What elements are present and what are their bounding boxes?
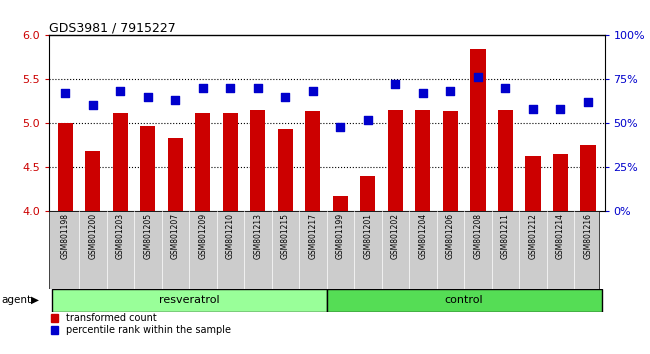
Bar <box>223 113 238 211</box>
Text: GSM801217: GSM801217 <box>308 213 317 259</box>
Point <box>280 94 291 99</box>
Text: GSM801199: GSM801199 <box>336 213 345 259</box>
Point <box>115 88 125 94</box>
Bar <box>471 48 486 211</box>
Point <box>555 106 566 112</box>
Text: GSM801200: GSM801200 <box>88 213 98 259</box>
Bar <box>333 196 348 211</box>
Bar <box>278 129 293 211</box>
Text: GSM801204: GSM801204 <box>419 213 428 259</box>
Text: GSM801208: GSM801208 <box>473 213 482 259</box>
Point <box>307 88 318 94</box>
Point <box>445 88 456 94</box>
Text: GSM801203: GSM801203 <box>116 213 125 259</box>
Bar <box>360 176 376 211</box>
Text: GSM801211: GSM801211 <box>501 213 510 259</box>
Bar <box>415 110 430 211</box>
Bar <box>58 123 73 211</box>
Point <box>418 90 428 96</box>
Text: GSM801212: GSM801212 <box>528 213 538 259</box>
Point <box>335 124 346 129</box>
Bar <box>525 156 541 211</box>
Point <box>500 85 511 91</box>
Text: resveratrol: resveratrol <box>159 295 220 305</box>
Text: control: control <box>445 295 484 305</box>
Text: GSM801216: GSM801216 <box>584 213 593 259</box>
Text: GSM801215: GSM801215 <box>281 213 290 259</box>
Bar <box>250 110 265 211</box>
Bar <box>85 151 100 211</box>
Point <box>583 99 593 105</box>
Bar <box>168 138 183 211</box>
Text: GSM801205: GSM801205 <box>143 213 152 259</box>
Bar <box>112 113 128 211</box>
Bar <box>553 154 568 211</box>
Text: GSM801201: GSM801201 <box>363 213 372 259</box>
Point <box>363 117 373 122</box>
Bar <box>388 110 403 211</box>
Bar <box>195 113 211 211</box>
Point <box>225 85 235 91</box>
Text: GDS3981 / 7915227: GDS3981 / 7915227 <box>49 21 176 34</box>
Text: GSM801210: GSM801210 <box>226 213 235 259</box>
Point <box>60 90 70 96</box>
Text: ▶: ▶ <box>31 295 39 305</box>
Text: GSM801202: GSM801202 <box>391 213 400 259</box>
Bar <box>51 289 326 312</box>
Bar <box>580 145 595 211</box>
Point <box>473 75 483 80</box>
Point <box>170 97 181 103</box>
Bar <box>326 289 602 312</box>
Text: GSM801206: GSM801206 <box>446 213 455 259</box>
Text: GSM801213: GSM801213 <box>254 213 263 259</box>
Point <box>528 106 538 112</box>
Point <box>142 94 153 99</box>
Text: agent: agent <box>1 295 31 305</box>
Point <box>253 85 263 91</box>
Bar <box>443 111 458 211</box>
Text: GSM801198: GSM801198 <box>60 213 70 259</box>
Point <box>390 82 400 87</box>
Bar <box>306 111 320 211</box>
Text: GSM801214: GSM801214 <box>556 213 565 259</box>
Text: GSM801207: GSM801207 <box>171 213 180 259</box>
Point <box>198 85 208 91</box>
Text: GSM801209: GSM801209 <box>198 213 207 259</box>
Bar <box>498 110 513 211</box>
Point <box>88 103 98 108</box>
Bar <box>140 126 155 211</box>
Legend: transformed count, percentile rank within the sample: transformed count, percentile rank withi… <box>49 313 232 336</box>
